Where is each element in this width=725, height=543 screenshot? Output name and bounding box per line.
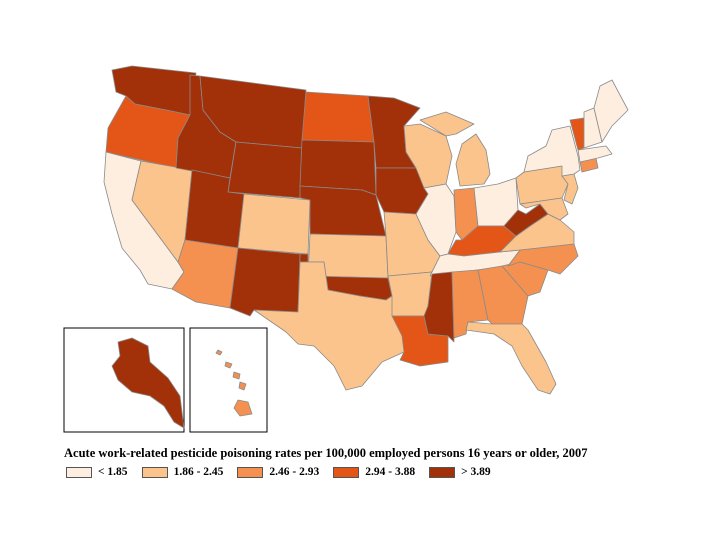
state-HI-3 <box>232 371 241 380</box>
legend-swatch-c2 <box>141 466 168 478</box>
state-CO <box>237 193 311 255</box>
state-WY <box>227 141 303 199</box>
legend-label: 2.46 - 2.93 <box>269 466 320 478</box>
state-MI <box>419 111 491 187</box>
legend-label: < 1.85 <box>98 466 128 478</box>
legend-item: 1.86 - 2.45 <box>141 466 224 478</box>
state-HI-4 <box>238 381 247 391</box>
state-HI-2 <box>224 361 233 369</box>
legend-swatch-c1 <box>66 466 92 478</box>
legend-label: 2.94 - 3.88 <box>365 466 416 478</box>
legend-swatch-c5 <box>429 466 456 478</box>
state-NM <box>229 247 301 317</box>
map-title: Acute work-related pesticide poisoning r… <box>64 446 588 460</box>
state-MA <box>577 145 613 163</box>
legend: < 1.85 1.86 - 2.45 2.46 - 2.93 2.94 - 3.… <box>66 466 505 478</box>
state-FL <box>465 321 557 395</box>
legend-item: > 3.89 <box>429 466 491 478</box>
legend-swatch-c3 <box>237 466 264 478</box>
state-ME <box>593 79 629 143</box>
state-AK <box>111 337 185 429</box>
hawaii-inset-frame <box>189 327 268 433</box>
state-MD <box>519 197 569 221</box>
legend-item: 2.94 - 3.88 <box>333 466 415 478</box>
state-ND <box>301 91 375 143</box>
legend-label: 1.86 - 2.45 <box>173 466 224 478</box>
legend-label: > 3.89 <box>461 466 491 478</box>
legend-swatch-c4 <box>333 466 360 478</box>
legend-item: < 1.85 <box>66 466 128 478</box>
state-TX <box>253 261 405 391</box>
legend-item: 2.46 - 2.93 <box>237 466 319 478</box>
state-NY <box>523 125 581 177</box>
state-MS <box>423 271 455 343</box>
state-HI-1 <box>215 349 223 356</box>
state-AR <box>387 271 433 317</box>
state-HI-5 <box>233 399 253 417</box>
